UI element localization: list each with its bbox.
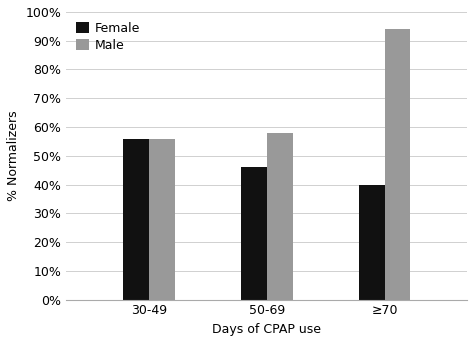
Bar (359, 185, 384, 300)
Bar (267, 133, 292, 300)
Bar (123, 139, 149, 300)
Bar (241, 167, 267, 300)
Legend: Female, Male: Female, Male (73, 18, 144, 56)
X-axis label: Days of CPAP use: Days of CPAP use (212, 323, 321, 336)
Bar (384, 29, 410, 300)
Bar (149, 139, 175, 300)
Y-axis label: % Normalizers: % Normalizers (7, 110, 20, 201)
